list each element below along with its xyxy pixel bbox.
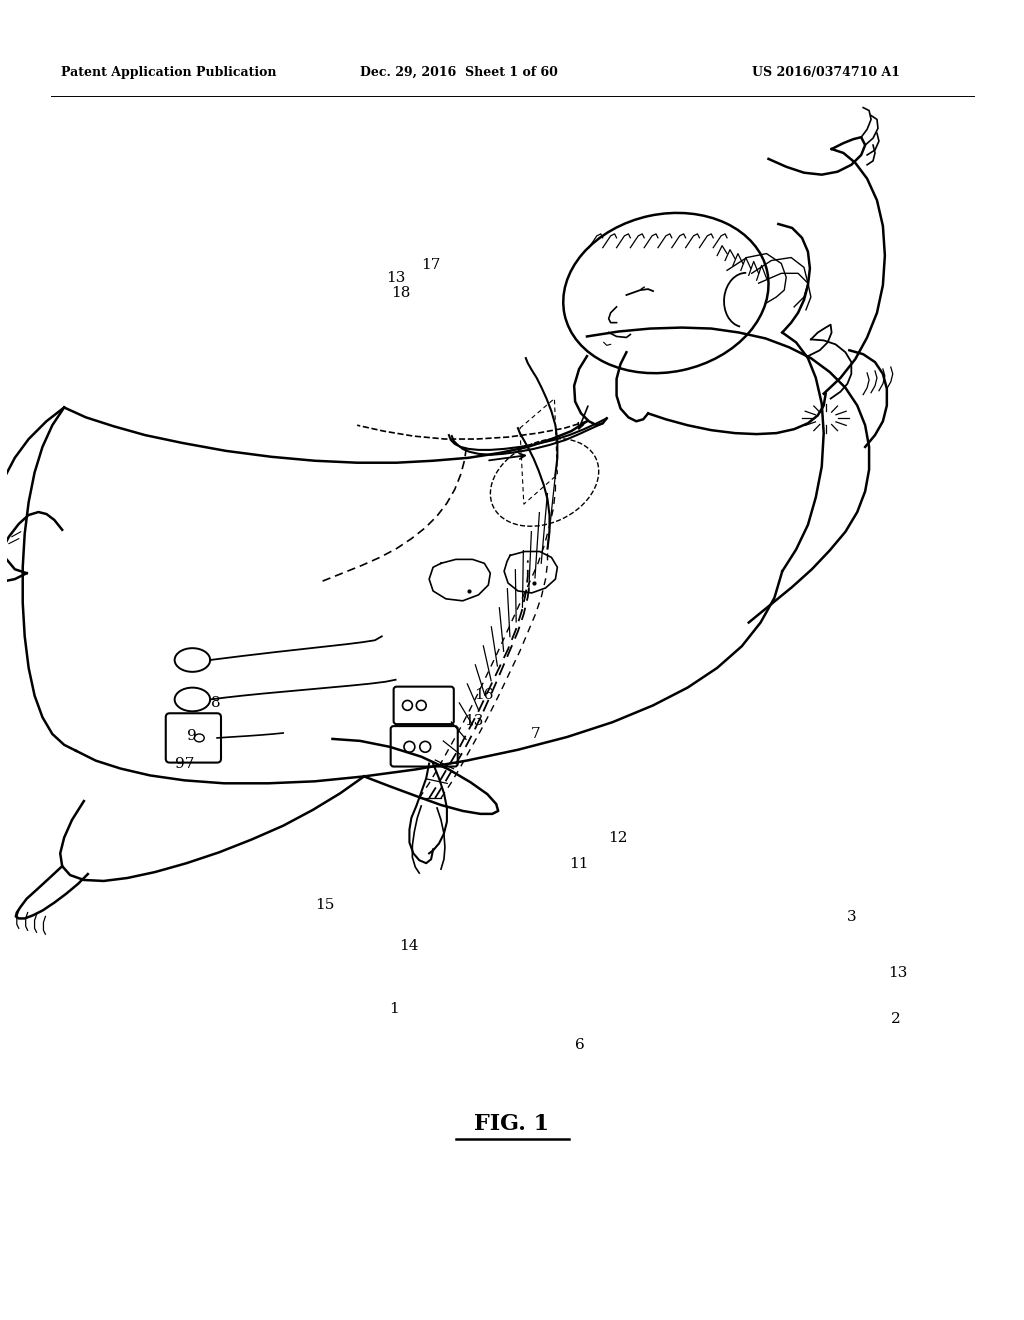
Text: 2: 2 bbox=[891, 1012, 901, 1027]
Text: 17: 17 bbox=[422, 259, 441, 272]
Text: 1: 1 bbox=[389, 1002, 398, 1016]
Text: 9: 9 bbox=[187, 729, 197, 743]
Text: 8: 8 bbox=[211, 696, 221, 710]
Text: US 2016/0374710 A1: US 2016/0374710 A1 bbox=[752, 66, 900, 79]
Text: 3: 3 bbox=[847, 909, 856, 924]
Text: 7: 7 bbox=[530, 727, 540, 742]
Text: 14: 14 bbox=[399, 940, 419, 953]
Text: 15: 15 bbox=[315, 898, 335, 912]
Text: 11: 11 bbox=[569, 858, 589, 871]
Text: 12: 12 bbox=[608, 832, 628, 845]
Text: 6: 6 bbox=[574, 1039, 585, 1052]
Text: 13: 13 bbox=[386, 272, 406, 285]
Text: 97: 97 bbox=[175, 758, 195, 771]
Text: 18: 18 bbox=[391, 286, 411, 300]
Text: 13: 13 bbox=[888, 965, 907, 979]
Text: Dec. 29, 2016  Sheet 1 of 60: Dec. 29, 2016 Sheet 1 of 60 bbox=[360, 66, 558, 79]
Text: Patent Application Publication: Patent Application Publication bbox=[61, 66, 276, 79]
Text: 16: 16 bbox=[474, 688, 494, 702]
Text: FIG. 1: FIG. 1 bbox=[474, 1113, 550, 1135]
Text: 13: 13 bbox=[464, 714, 483, 729]
